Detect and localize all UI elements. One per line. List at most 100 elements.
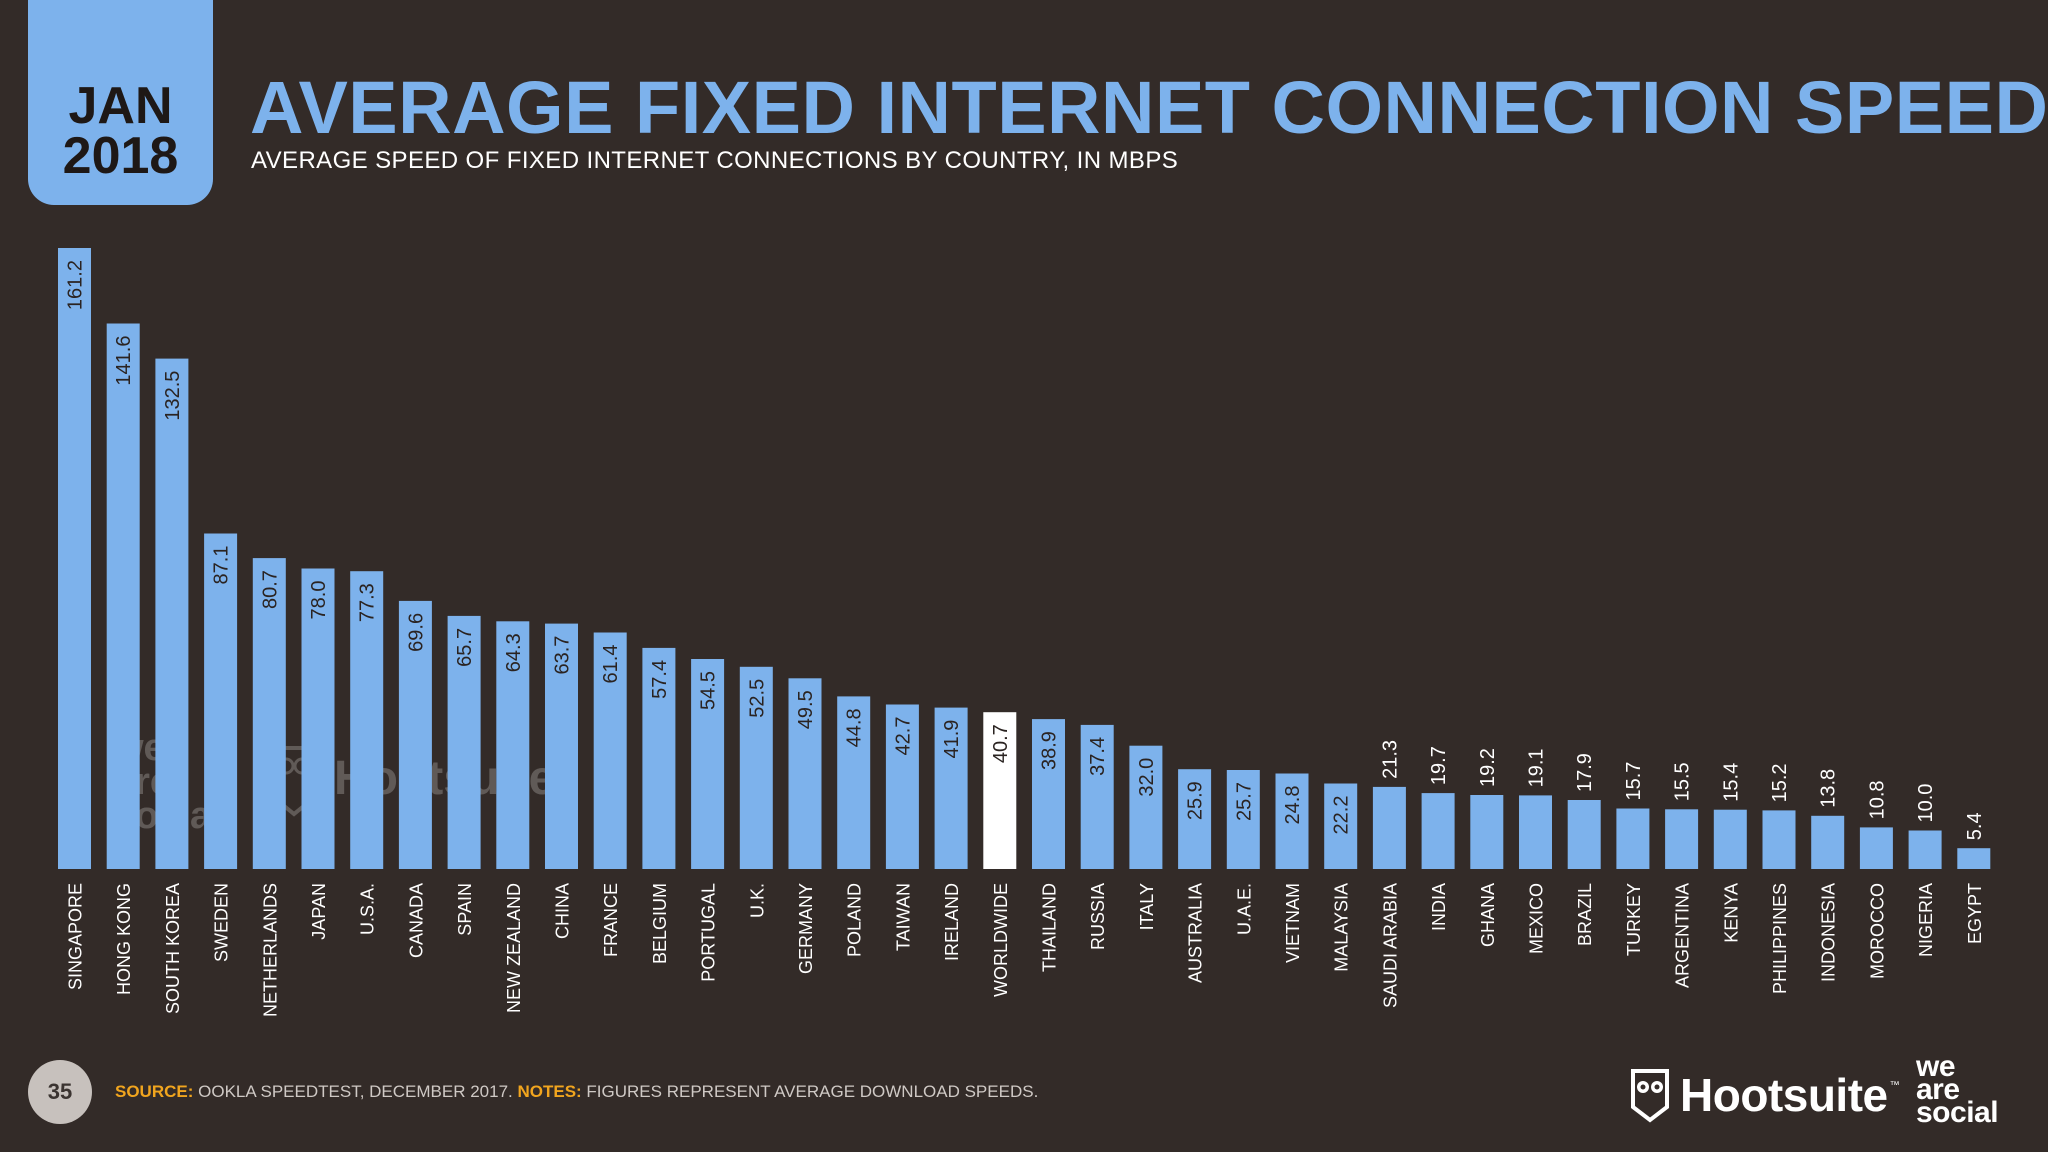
category-label: KENYA [1721,883,1741,943]
value-label: 69.6 [405,613,427,652]
category-label: EGYPT [1965,883,1985,944]
bar-u-s-a [350,571,384,869]
bar-ghana [1470,795,1504,869]
category-labels-group: SINGAPORE HONG KONG SOUTH KOREA SWEDEN NETHE… [66,883,1985,1017]
value-label: 63.7 [552,636,574,675]
category-label: SAUDI ARABIA [1380,883,1400,1008]
category-label: NEW ZEALAND [504,883,524,1013]
bar-singapore [58,248,91,869]
value-label: 38.9 [1039,731,1061,770]
value-label: 5.4 [1964,812,1986,840]
value-label: 42.7 [892,717,914,756]
bar-germany [788,678,822,869]
category-label: BELGIUM [650,883,670,964]
bar-egypt [1957,848,1991,869]
bar-france [593,632,627,869]
bar-philippines [1762,810,1796,869]
category-label: U.S.A. [358,883,378,935]
bar-kenya [1713,809,1747,869]
category-label: HONG KONG [114,883,134,995]
value-label: 25.9 [1185,781,1207,820]
value-label: 25.7 [1233,782,1255,821]
value-label: 161.2 [65,260,87,310]
bar-morocco [1859,827,1893,869]
date-year: 2018 [62,127,179,185]
category-label: CHINA [553,883,573,939]
category-label: MOROCCO [1867,883,1887,979]
page-title: AVERAGE FIXED INTERNET CONNECTION SPEEDS [250,66,2048,149]
bar-china [545,623,578,869]
value-label: 37.4 [1087,737,1109,776]
value-label: 19.7 [1428,746,1450,785]
value-label: 41.9 [941,720,963,759]
bar-spain [447,615,481,869]
value-label: 10.0 [1915,784,1937,823]
bar-thailand [1032,719,1065,869]
bar-netherlands [252,558,286,869]
date-badge: JAN 2018 [28,0,213,205]
value-label: 132.5 [162,371,184,421]
value-label: 15.7 [1623,762,1645,801]
hootsuite-trademark: ™ [1889,1080,1900,1091]
category-label: CANADA [406,883,426,958]
category-label: INDIA [1429,883,1449,931]
bar-u-a-e [1226,770,1260,869]
bar-india [1421,793,1455,869]
bar-vietnam [1275,773,1309,869]
bar-malaysia [1324,783,1358,869]
category-label: U.A.E. [1234,883,1254,935]
category-label: JAPAN [309,883,329,940]
category-label: FRANCE [601,883,621,957]
category-label: ITALY [1137,883,1157,930]
bar-indonesia [1811,815,1845,869]
we-are-social-line-2: are [1916,1073,1960,1106]
category-label: NIGERIA [1916,883,1936,957]
bar-belgium [642,647,676,869]
value-label: 13.8 [1818,769,1840,808]
category-label: MEXICO [1527,883,1547,954]
source-text: OOKLA SPEEDTEST, DECEMBER 2017. [193,1082,518,1101]
value-label: 49.5 [795,690,817,729]
value-label: 65.7 [454,628,476,667]
page-subtitle: AVERAGE SPEED OF FIXED INTERNET CONNECTI… [251,147,1179,174]
category-label: RUSSIA [1088,883,1108,950]
category-label: NETHERLANDS [260,883,280,1017]
bar-poland [837,696,871,869]
bar-turkey [1616,808,1650,869]
value-label: 21.3 [1379,740,1401,779]
category-label: IRELAND [942,883,962,961]
value-label: 141.6 [113,336,135,386]
bar-new-zealand [496,621,530,869]
value-label: 77.3 [357,583,379,622]
page-number: 35 [28,1060,92,1124]
bar-japan [301,568,335,869]
value-label: 15.4 [1720,763,1742,802]
category-label: WORLDWIDE [991,883,1011,997]
category-label: U.K. [747,883,767,918]
bar-brazil [1567,800,1601,869]
we-are-social-line-1: we [1916,1050,1956,1083]
category-label: GERMANY [796,883,816,974]
category-label: PORTUGAL [699,883,719,982]
value-label: 22.2 [1331,796,1353,835]
category-label: SOUTH KOREA [163,883,183,1014]
value-label: 40.7 [990,724,1012,763]
category-label: ARGENTINA [1673,883,1693,988]
category-label: SINGAPORE [66,883,86,990]
value-label: 19.2 [1477,748,1499,787]
value-label: 15.2 [1769,763,1791,802]
bar-canada [398,600,432,869]
value-label: 52.5 [746,679,768,718]
notes-text: FIGURES REPRESENT AVERAGE DOWNLOAD SPEED… [581,1082,1039,1101]
value-label: 32.0 [1136,758,1158,797]
bar-south-korea [155,358,189,869]
hootsuite-logo: Hootsuite ™ [1630,1062,1900,1128]
value-labels-group: 161.2 141.6 132.5 87.1 80.7 78.0 77.3 69.6 65.7 6… [65,260,1986,840]
value-label: 78.0 [308,581,330,620]
category-label: AUSTRALIA [1186,883,1206,983]
bar-ireland [934,707,968,869]
value-label: 57.4 [649,660,671,699]
value-label: 61.4 [600,645,622,684]
